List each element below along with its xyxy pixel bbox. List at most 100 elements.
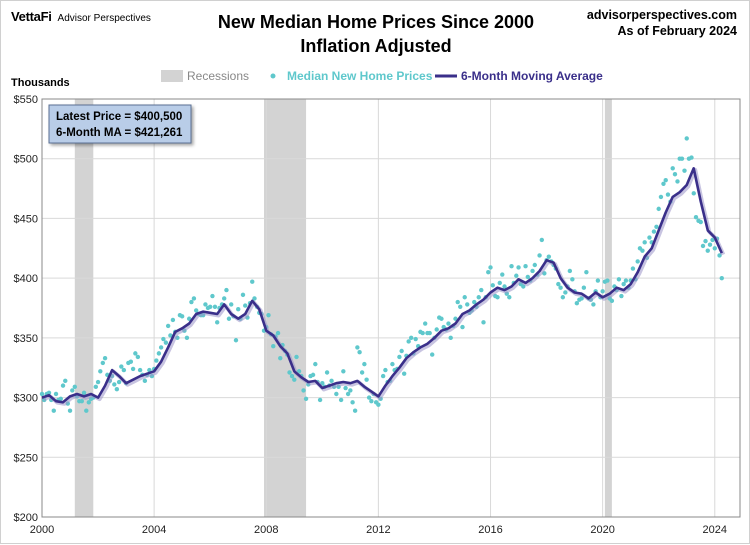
scatter-point: [621, 281, 626, 287]
scatter-point: [189, 299, 194, 305]
scatter-point: [600, 289, 605, 294]
scatter-point: [651, 229, 657, 234]
scatter-point: [605, 278, 610, 283]
scatter-point: [591, 302, 596, 307]
x-tick-label: 2024: [703, 524, 727, 536]
scatter-point: [226, 316, 232, 321]
scatter-point: [294, 354, 299, 360]
scatter-point: [490, 283, 495, 288]
scatter-point: [500, 272, 505, 277]
annotation-box: Latest Price = $400,500 6-Month MA = $421…: [48, 104, 192, 144]
scatter-point: [623, 278, 629, 283]
scatter-point: [399, 348, 404, 354]
scatter-point: [383, 367, 388, 373]
scatter-point: [635, 259, 640, 264]
scatter-point: [128, 359, 134, 364]
recession-bands: [74, 99, 612, 517]
scatter-point: [53, 391, 59, 397]
scatter-point: [240, 292, 246, 298]
scatter-point: [479, 287, 484, 293]
scatter-point: [63, 378, 68, 384]
scatter-point: [472, 299, 477, 305]
y-axis-ticks: $200 $250 $300 $350 $400 $450 $500 $550: [14, 94, 38, 524]
scatter-point: [476, 295, 481, 300]
scatter-point: [556, 281, 561, 287]
scatter-point: [229, 302, 234, 307]
scatter-point: [359, 370, 365, 375]
scatter-point: [458, 304, 463, 310]
scatter-point: [488, 265, 493, 270]
legend-swatch-scatter: [270, 73, 276, 79]
scatter-point: [705, 248, 710, 253]
scatter-point: [481, 320, 486, 325]
scatter-point: [700, 243, 706, 249]
scatter-point: [278, 355, 283, 361]
scatter-point: [163, 340, 169, 345]
scatter-point: [656, 206, 661, 212]
scatter-point: [707, 242, 713, 247]
scatter-point: [289, 373, 295, 379]
scatter-point: [79, 398, 85, 404]
scatter-point: [679, 156, 685, 161]
annotation-moving-average: 6-Month MA = $421,261: [56, 127, 183, 139]
x-tick-label: 2000: [30, 524, 54, 536]
scatter-point: [609, 298, 615, 304]
source-site: advisorperspectives.com: [586, 8, 737, 22]
scatter-point: [642, 240, 647, 245]
scatter-point: [691, 191, 696, 196]
brand-subtitle: Advisor Perspectives: [57, 13, 151, 24]
scatter-point: [224, 287, 229, 293]
scatter-point: [345, 391, 351, 397]
scatter-point: [341, 369, 346, 374]
scatter-point: [420, 330, 425, 336]
scatter-point: [51, 408, 56, 413]
scatter-point: [684, 136, 689, 141]
scatter-point: [465, 302, 470, 307]
scatter-point: [250, 279, 255, 284]
scatter-point: [357, 349, 362, 355]
scatter-point: [497, 280, 502, 286]
scatter-point: [717, 253, 722, 258]
scatter-point: [93, 384, 99, 390]
recession-band: [604, 99, 612, 517]
scatter-point: [210, 293, 215, 299]
scatter-point: [100, 360, 106, 366]
x-tick-label: 2012: [366, 524, 390, 536]
scatter-point: [408, 335, 414, 341]
scatter-point: [222, 296, 227, 301]
scatter-point: [460, 324, 465, 330]
y-tick-label: $550: [14, 94, 38, 106]
scatter-point: [266, 312, 271, 318]
scatter-point: [72, 384, 77, 390]
scatter-point: [165, 323, 171, 329]
scatter-point: [86, 400, 92, 405]
scatter-point: [252, 296, 257, 301]
scatter-point: [350, 400, 355, 405]
scatter-point: [168, 333, 173, 338]
scatter-point: [507, 295, 512, 300]
scatter-point: [446, 321, 451, 326]
annotation-latest-price: Latest Price = $400,500: [56, 111, 182, 123]
scatter-point: [581, 285, 587, 290]
scatter-point: [130, 366, 136, 372]
scatter-point: [142, 378, 148, 384]
x-tick-label: 2020: [590, 524, 614, 536]
scatter-point: [530, 268, 535, 274]
scatter-point: [366, 395, 372, 400]
scatter-point: [672, 172, 678, 177]
scatter-point: [495, 295, 500, 300]
scatter-point: [558, 285, 563, 290]
scatter-point: [532, 262, 538, 268]
scatter-point: [439, 316, 444, 321]
source-date: As of February 2024: [617, 24, 738, 38]
scatter-point: [161, 336, 166, 342]
scatter-point: [275, 330, 281, 336]
scatter-point: [207, 304, 213, 310]
scatter-point: [698, 219, 703, 225]
scatter-point: [334, 391, 339, 397]
scatter-point: [401, 371, 407, 376]
scatter-point: [658, 194, 664, 200]
scatter-point: [427, 330, 432, 336]
scatter-point: [537, 253, 542, 258]
